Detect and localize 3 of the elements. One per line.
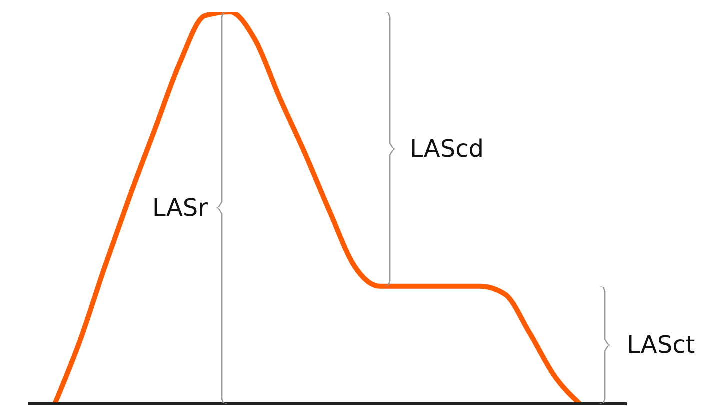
annotation: LASr	[152, 194, 208, 222]
text: LASct	[627, 331, 696, 360]
annotation: LAScd	[410, 135, 484, 164]
